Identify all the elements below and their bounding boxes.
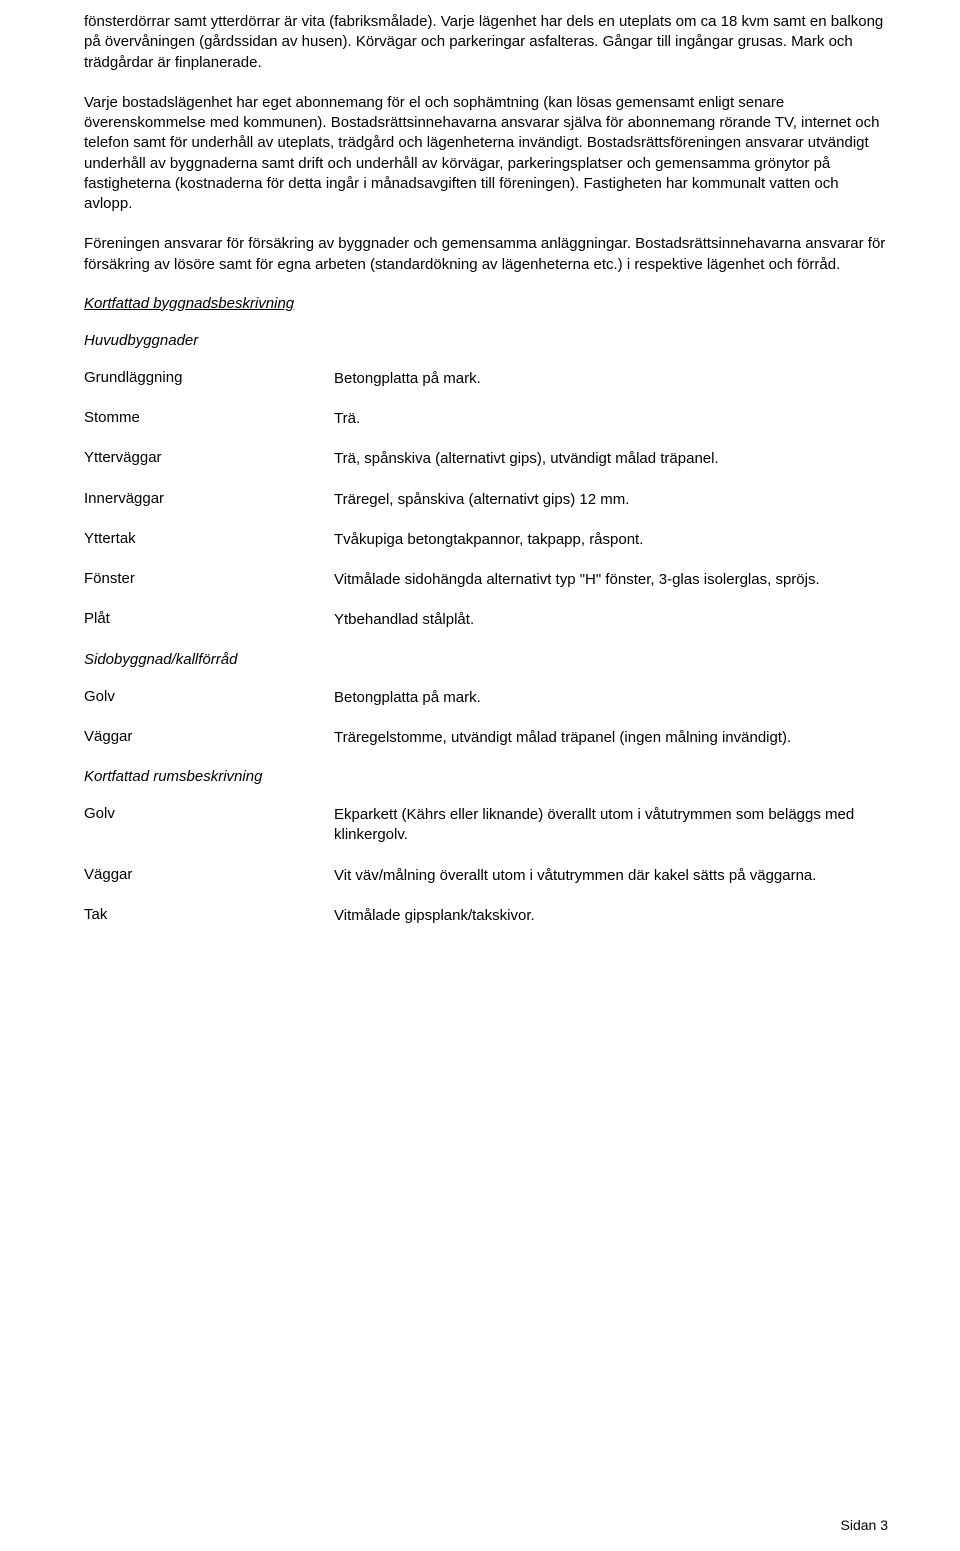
spec-label: Fönster [84, 570, 334, 590]
spec-value: Ekparkett (Kährs eller liknande) överall… [334, 805, 888, 846]
spec-value: Träregel, spånskiva (alternativt gips) 1… [334, 490, 888, 510]
paragraph-3: Föreningen ansvarar för försäkring av by… [84, 234, 888, 275]
spec-value: Trä, spånskiva (alternativt gips), utvän… [334, 449, 888, 469]
spec-row: Yttertak Tvåkupiga betongtakpannor, takp… [84, 530, 888, 550]
spec-value: Träregelstomme, utvändigt målad träpanel… [334, 728, 888, 748]
heading-building-description: Kortfattad byggnadsbeskrivning [84, 295, 888, 312]
spec-label: Tak [84, 906, 334, 926]
spec-row: Golv Betongplatta på mark. [84, 688, 888, 708]
subheading-side-building: Sidobyggnad/kallförråd [84, 651, 888, 668]
spec-label: Yttertak [84, 530, 334, 550]
spec-row: Väggar Träregelstomme, utvändigt målad t… [84, 728, 888, 748]
spec-label: Väggar [84, 728, 334, 748]
spec-label: Grundläggning [84, 369, 334, 389]
spec-row: Ytterväggar Trä, spånskiva (alternativt … [84, 449, 888, 469]
spec-label: Plåt [84, 610, 334, 630]
spec-label: Stomme [84, 409, 334, 429]
spec-row: Plåt Ytbehandlad stålplåt. [84, 610, 888, 630]
spec-value: Ytbehandlad stålplåt. [334, 610, 888, 630]
subheading-room-description: Kortfattad rumsbeskrivning [84, 768, 888, 785]
spec-row: Innerväggar Träregel, spånskiva (alterna… [84, 490, 888, 510]
spec-value: Vitmålade gipsplank/takskivor. [334, 906, 888, 926]
spec-value: Vit väv/målning överallt utom i våtutrym… [334, 866, 888, 886]
spec-value: Betongplatta på mark. [334, 369, 888, 389]
spec-row: Grundläggning Betongplatta på mark. [84, 369, 888, 389]
spec-label: Innerväggar [84, 490, 334, 510]
spec-label: Golv [84, 805, 334, 846]
paragraph-2: Varje bostadslägenhet har eget abonneman… [84, 93, 888, 215]
spec-label: Ytterväggar [84, 449, 334, 469]
spec-value: Vitmålade sidohängda alternativt typ "H"… [334, 570, 888, 590]
spec-value: Betongplatta på mark. [334, 688, 888, 708]
spec-row: Tak Vitmålade gipsplank/takskivor. [84, 906, 888, 926]
document-page: fönsterdörrar samt ytterdörrar är vita (… [0, 0, 960, 1551]
page-number: Sidan 3 [841, 1517, 888, 1533]
spec-row: Väggar Vit väv/målning överallt utom i v… [84, 866, 888, 886]
spec-row: Golv Ekparkett (Kährs eller liknande) öv… [84, 805, 888, 846]
spec-row: Stomme Trä. [84, 409, 888, 429]
subheading-main-buildings: Huvudbyggnader [84, 332, 888, 349]
spec-label: Väggar [84, 866, 334, 886]
spec-label: Golv [84, 688, 334, 708]
spec-value: Trä. [334, 409, 888, 429]
spec-row: Fönster Vitmålade sidohängda alternativt… [84, 570, 888, 590]
paragraph-1: fönsterdörrar samt ytterdörrar är vita (… [84, 12, 888, 73]
spec-value: Tvåkupiga betongtakpannor, takpapp, råsp… [334, 530, 888, 550]
